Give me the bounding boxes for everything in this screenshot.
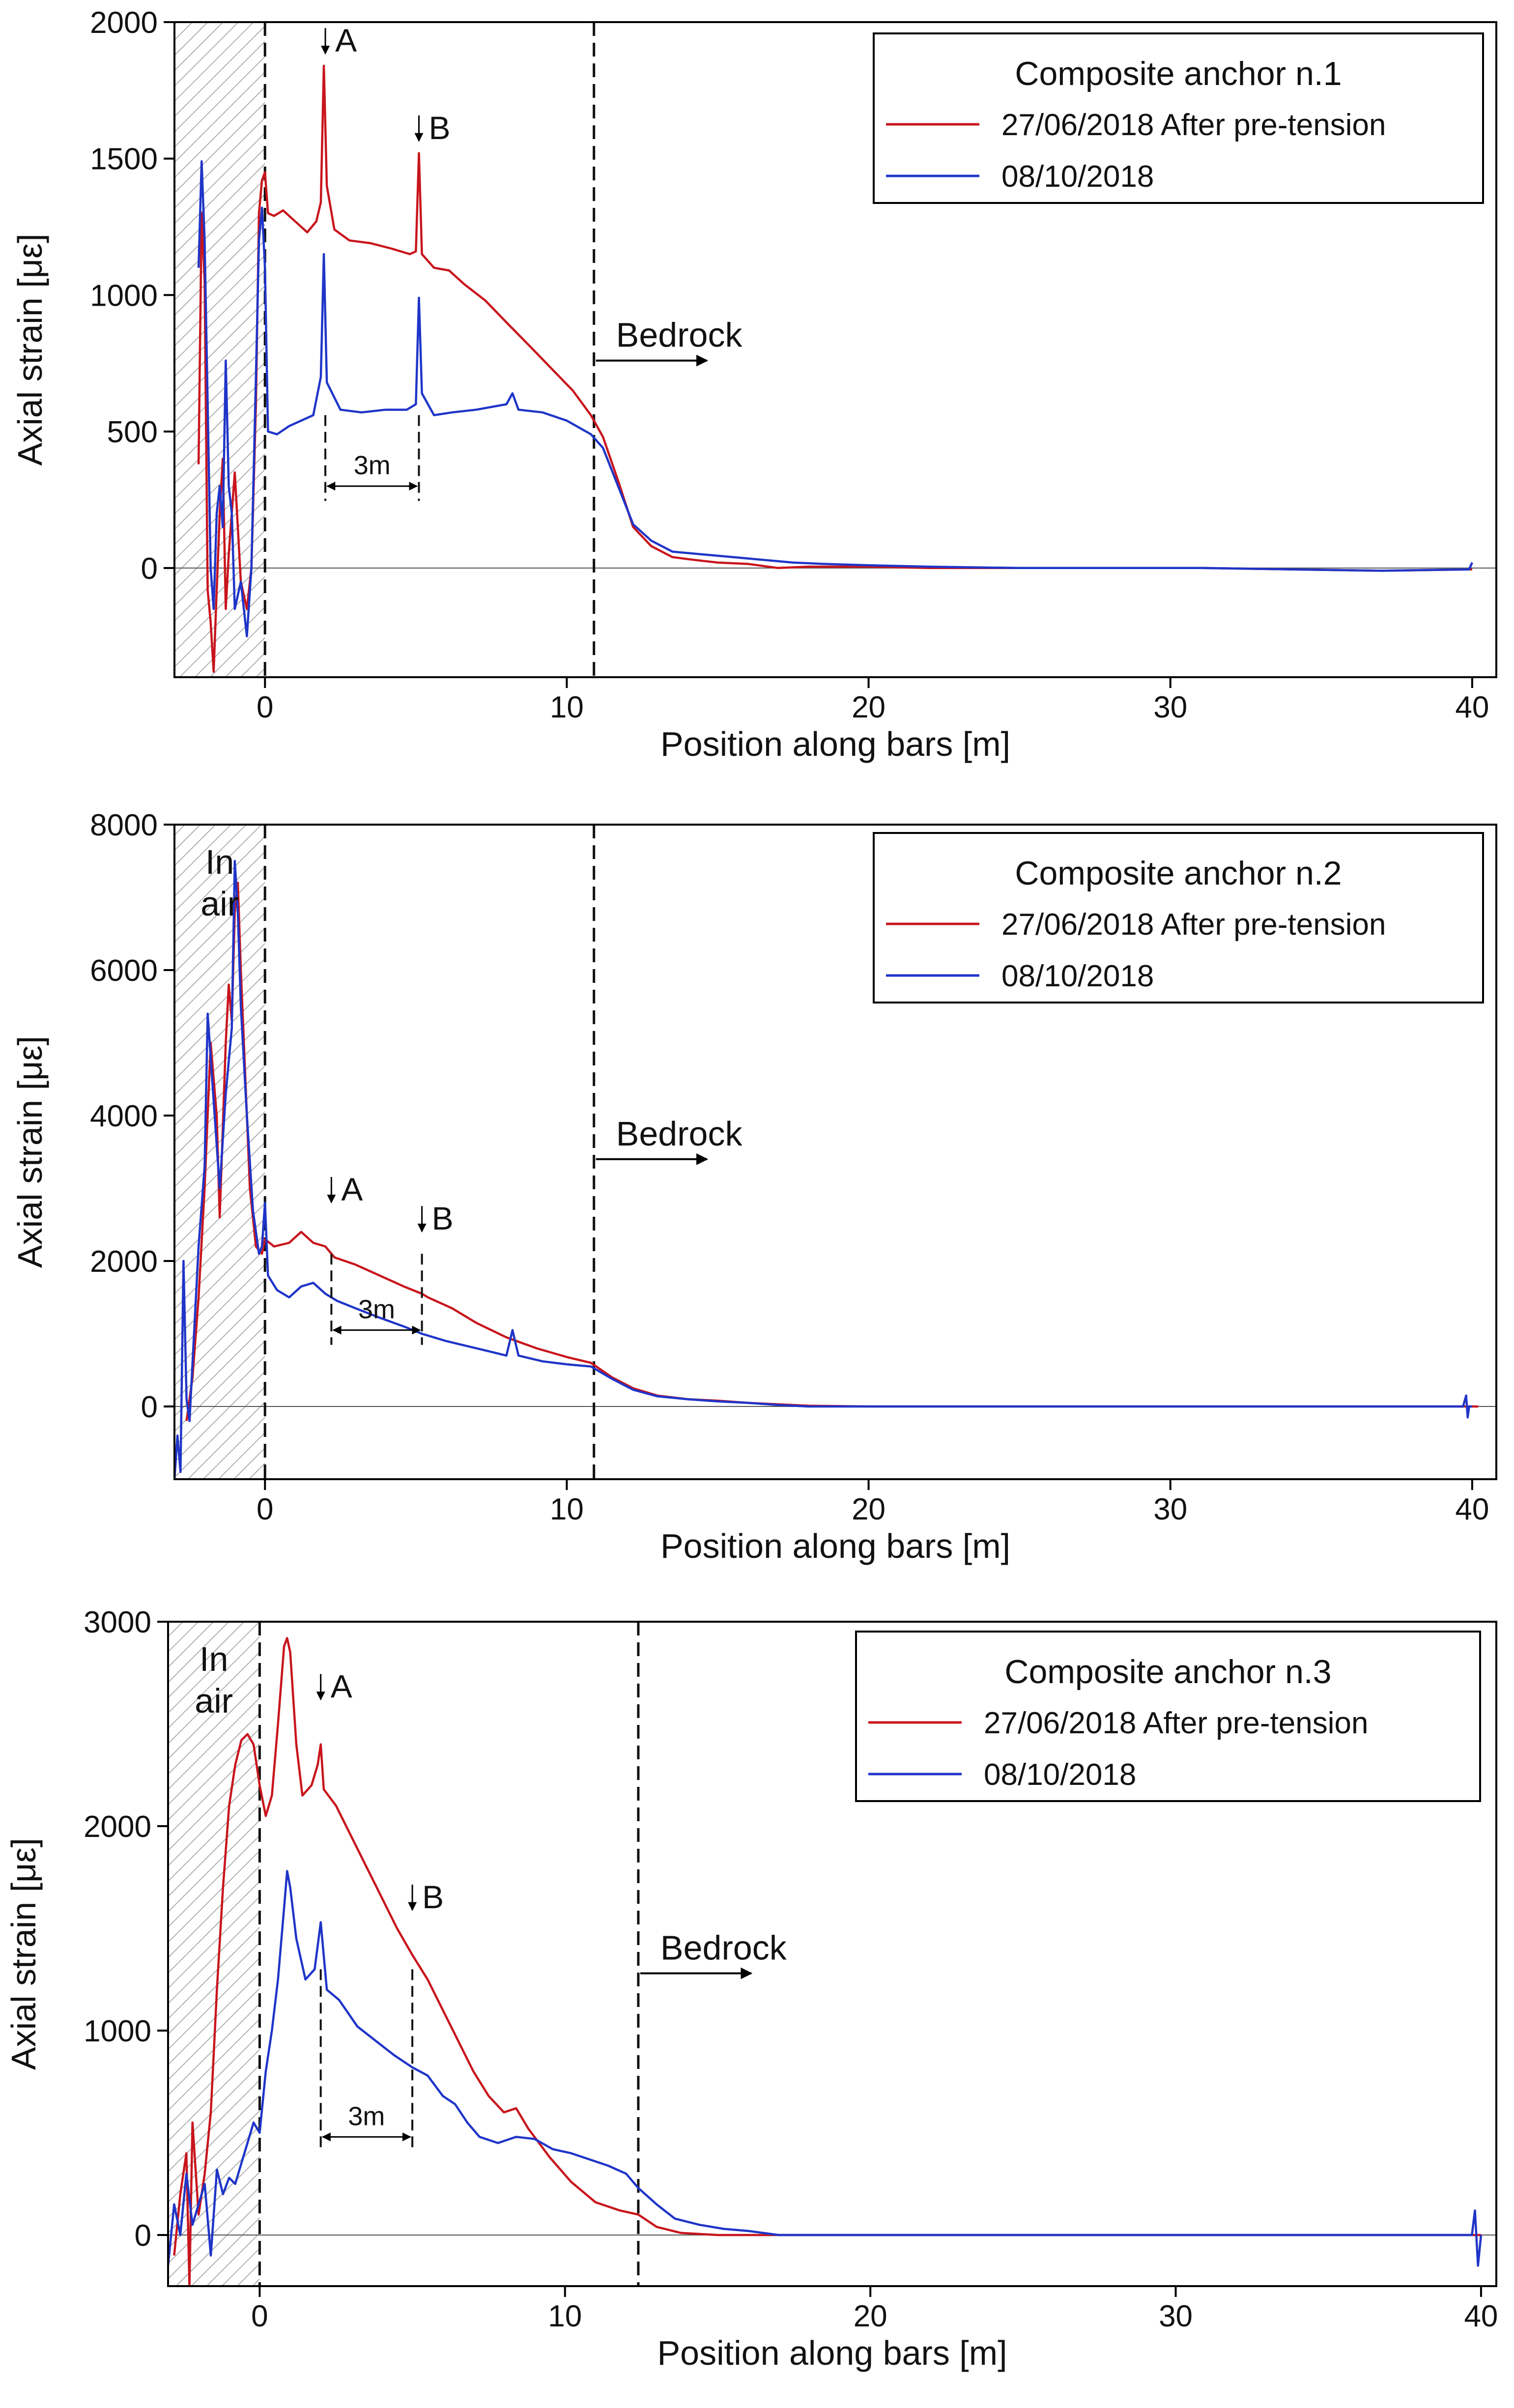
legend-title: Composite anchor n.1 [1015, 55, 1342, 92]
in-air-label: air [200, 885, 239, 923]
y-tick-label: 2000 [90, 1245, 158, 1279]
x-tick-label: 0 [257, 1492, 273, 1526]
y-tick-label: 8000 [90, 808, 158, 842]
y-tick-label: 1000 [84, 2014, 151, 2048]
x-tick-label: 30 [1159, 2299, 1193, 2333]
span-label: 3m [354, 451, 391, 480]
span-label: 3m [348, 2101, 385, 2131]
x-tick-label: 40 [1455, 1492, 1489, 1526]
y-tick-label: 4000 [90, 1099, 158, 1133]
x-axis-label: Position along bars [m] [657, 2334, 1007, 2372]
x-axis-label: Position along bars [m] [660, 1527, 1010, 1565]
plot-frame [173, 824, 1497, 1480]
in-air-label: In [200, 1640, 228, 1678]
legend-entry: 27/06/2018 After pre-tension [1001, 108, 1386, 142]
y-tick-label: 2000 [84, 1810, 151, 1844]
x-axis-label: Position along bars [m] [660, 725, 1010, 763]
series-line-after-pretension [173, 1637, 1481, 2286]
plot-frame [167, 1621, 1497, 2287]
bedrock-label: Bedrock [660, 1929, 787, 1967]
x-tick-label: 0 [251, 2299, 268, 2333]
x-tick-label: 10 [548, 2299, 582, 2333]
span-label: 3m [358, 1295, 395, 1324]
x-tick-label: 20 [852, 690, 886, 724]
marker-label-a: A [331, 1668, 352, 1704]
series-line-after-pretension [197, 64, 1472, 673]
marker-label-a: A [341, 1171, 363, 1207]
y-tick-label: 1000 [90, 279, 158, 313]
y-tick-label: 6000 [90, 954, 158, 988]
chart-panel-1: 0 10 20 30 40 0 500 1000 1500 2000 Position along … [11, 6, 1497, 763]
legend-entry: 08/10/2018 [1001, 160, 1154, 194]
bedrock-label: Bedrock [616, 316, 743, 354]
x-tick-label: 30 [1153, 690, 1187, 724]
y-tick-label: 0 [135, 2219, 151, 2253]
y-tick-label: 1500 [90, 143, 158, 176]
series-line-october [174, 860, 1472, 1479]
bedrock-label: Bedrock [616, 1115, 743, 1153]
in-air-label: In [205, 843, 234, 881]
y-tick-label: 2000 [90, 6, 158, 40]
marker-label-b: B [422, 1879, 444, 1915]
x-tick-label: 0 [257, 690, 273, 724]
x-tick-label: 10 [550, 1492, 584, 1526]
legend-entry: 08/10/2018 [1001, 959, 1154, 993]
in-air-label: air [195, 1682, 233, 1720]
x-tick-label: 30 [1153, 1492, 1187, 1526]
series-line-october [197, 160, 1473, 637]
series-group [197, 64, 1473, 673]
chart-panel-2: 0 10 20 30 40 0 2000 4000 6000 8000 Position along… [11, 808, 1497, 1565]
y-axis-label: Axial strain [με] [11, 1036, 49, 1268]
x-tick-label: 40 [1464, 2299, 1498, 2333]
marker-label-a: A [335, 22, 357, 58]
series-group [174, 860, 1479, 1479]
x-tick-label: 20 [852, 1492, 886, 1526]
y-tick-label: 3000 [84, 1605, 151, 1639]
series-group [168, 1637, 1483, 2286]
x-tick-label: 40 [1455, 690, 1489, 724]
marker-label-b: B [428, 110, 450, 146]
y-tick-label: 0 [141, 1390, 158, 1424]
legend-title: Composite anchor n.3 [1004, 1653, 1331, 1691]
y-tick-label: 500 [107, 415, 158, 449]
legend-title: Composite anchor n.2 [1015, 855, 1342, 892]
legend-entry: 27/06/2018 After pre-tension [1001, 908, 1386, 942]
x-tick-label: 20 [854, 2299, 887, 2333]
legend-entry: 27/06/2018 After pre-tension [984, 1706, 1368, 1740]
series-line-october [168, 1870, 1483, 2267]
legend-entry: 08/10/2018 [984, 1758, 1136, 1792]
x-tick-label: 10 [550, 690, 584, 724]
marker-label-b: B [432, 1200, 454, 1236]
y-axis-label: Axial strain [με] [11, 233, 49, 465]
y-axis-label: Axial strain [με] [4, 1838, 43, 2070]
plot-frame [173, 21, 1497, 678]
y-tick-label: 0 [141, 552, 158, 586]
chart-panel-3: 0 10 20 30 40 0 1000 2000 3000 Position along bar… [4, 1605, 1498, 2372]
